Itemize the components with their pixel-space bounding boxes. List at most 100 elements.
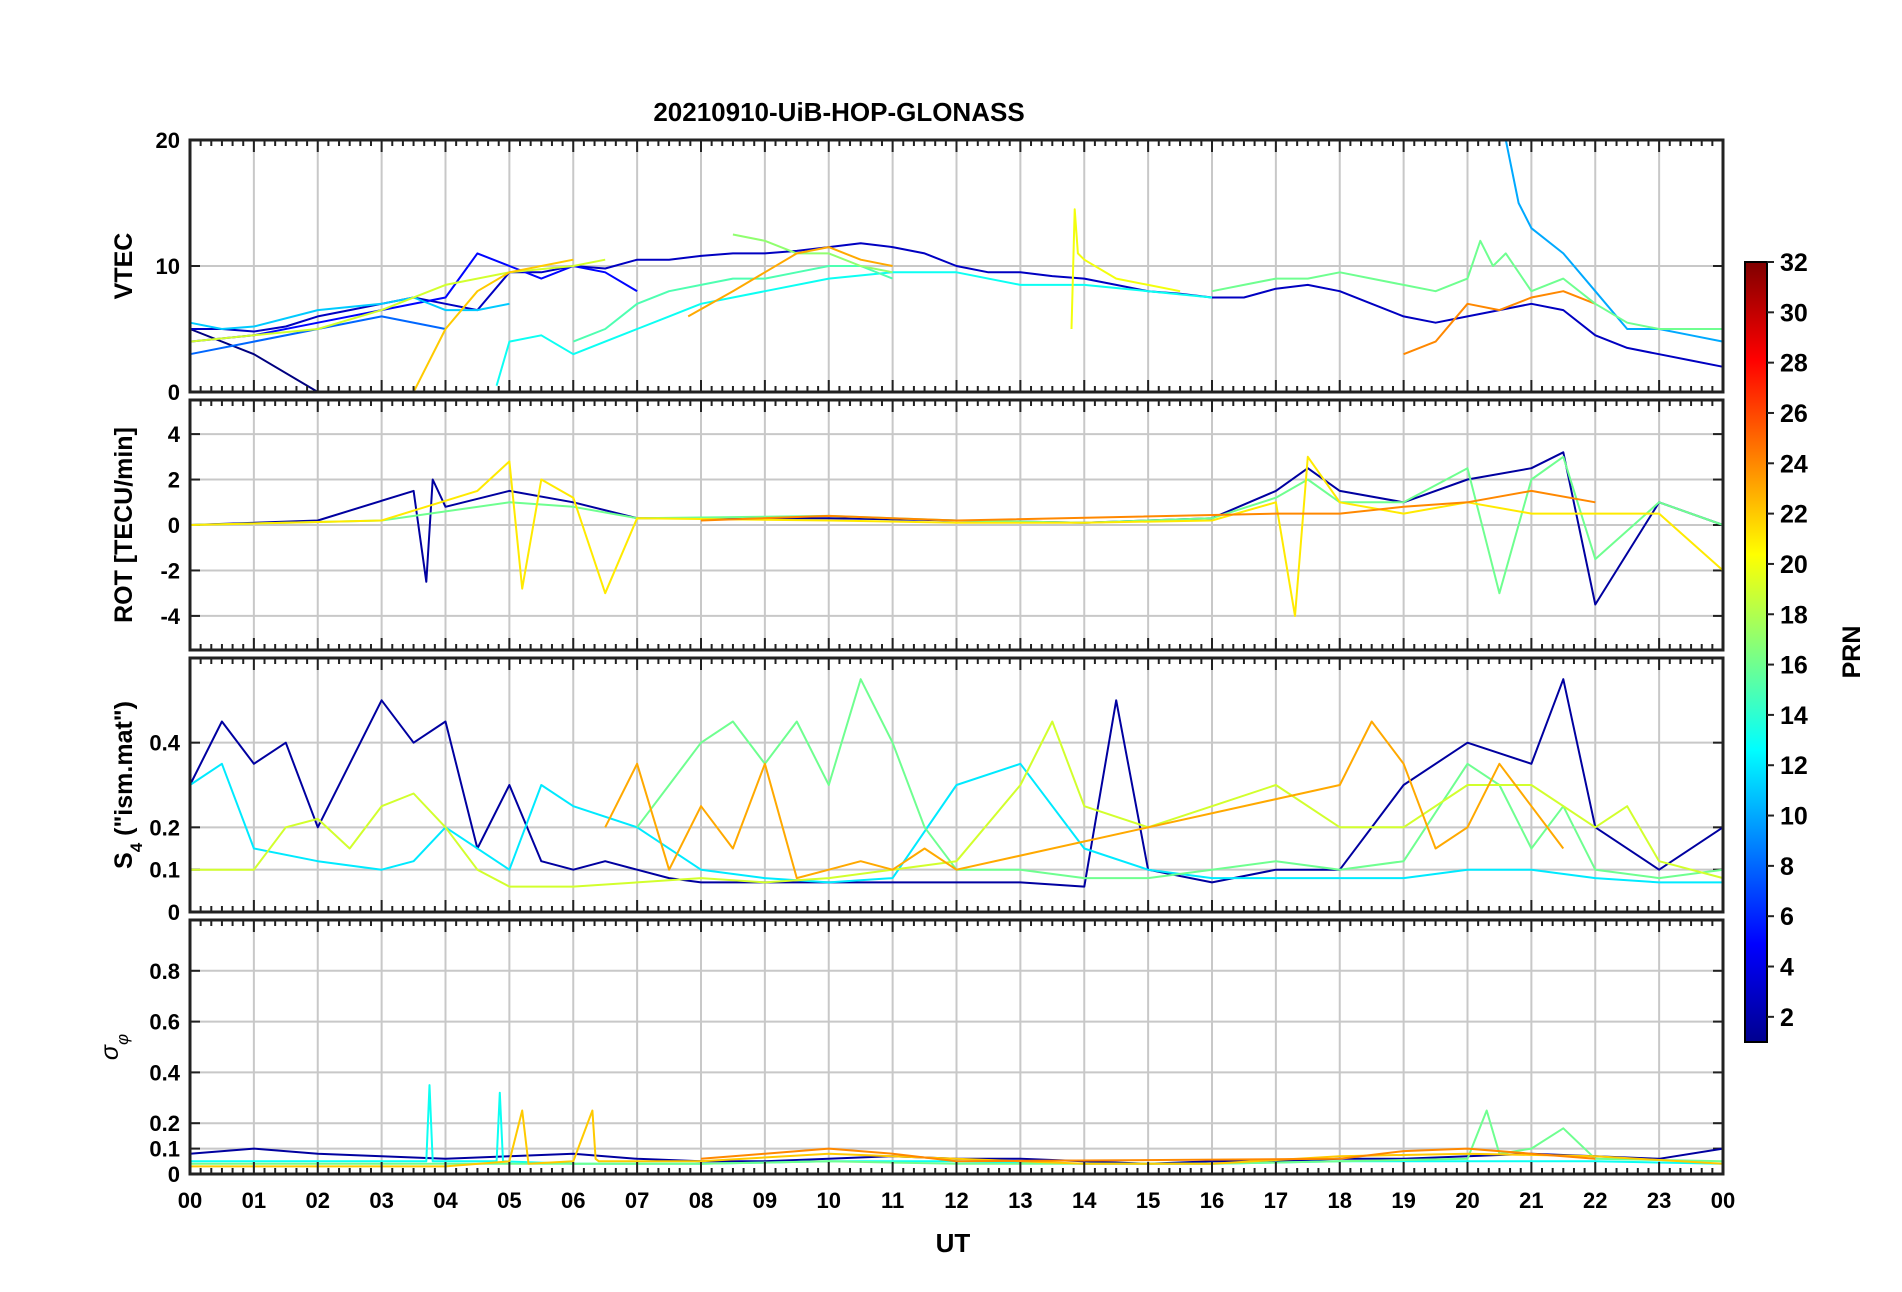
- colorbar-tick-label: 14: [1780, 702, 1808, 730]
- y-tick-label: 0: [168, 513, 180, 538]
- x-tick-label: 06: [561, 1188, 585, 1213]
- panel-s4-y-ticks: 0 0.1 0.2 0.4: [149, 731, 1723, 925]
- x-tick-label: 07: [625, 1188, 649, 1213]
- y-tick-label: 20: [156, 128, 180, 153]
- series-line-prn-24: [700, 489, 1596, 522]
- y-label-subscript: 4: [127, 842, 146, 852]
- panel-sigma_phi-series: [189, 1084, 1724, 1168]
- panel-rot-series: [189, 451, 1724, 617]
- y-tick-label: 0: [168, 900, 180, 925]
- series-line-prn-17: [732, 233, 893, 274]
- y-tick-label: 0.8: [149, 959, 180, 984]
- x-tick-labels: 00 01 02 03 04 05 06 07 08 09 10 11 12 13 14 15 16 17 18 19…: [178, 1188, 1735, 1213]
- x-tick-label: 11: [881, 1188, 904, 1213]
- series-line-prn-22: [412, 258, 574, 393]
- series-line-prn-16: [189, 455, 1724, 595]
- x-tick-label: 18: [1328, 1188, 1352, 1213]
- panel-sigma_phi-y-ticks: 00.10.2 0.4 0.6 0.8: [149, 959, 1723, 1187]
- x-tick-label: 14: [1072, 1188, 1097, 1213]
- series-line-prn-20: [1070, 208, 1181, 330]
- panel-vtec: 0 10 20 VTEC: [110, 128, 1725, 405]
- x-tick-label: 22: [1583, 1188, 1607, 1213]
- x-tick-label: 20: [1455, 1188, 1479, 1213]
- y-tick-label: 0: [168, 1162, 180, 1187]
- panel-sigma_phi-y-label: σφ: [96, 1034, 132, 1060]
- series-line-prn-12: [189, 762, 1723, 884]
- x-tick-label: 00: [178, 1188, 202, 1213]
- x-tick-label: 10: [817, 1188, 841, 1213]
- colorbar-tick-label: 16: [1780, 652, 1808, 680]
- series-line-prn-13: [495, 271, 1213, 386]
- x-tick-label: 01: [242, 1188, 266, 1213]
- x-tick-label: 15: [1136, 1188, 1160, 1213]
- series-line-prn-22: [190, 1109, 1724, 1168]
- x-tick-label: 12: [944, 1188, 968, 1213]
- x-tick-label: 05: [497, 1188, 521, 1213]
- colorbar-tick-label: 22: [1780, 501, 1808, 529]
- panel-rot-grid: [190, 400, 1723, 650]
- colorbar-tick-label: 10: [1780, 803, 1808, 831]
- y-label-rest: ("ism.mat"): [110, 701, 138, 843]
- x-tick-label: 08: [689, 1188, 713, 1213]
- panel-rot-frame: [188, 398, 1725, 652]
- y-tick-label: 0.2: [149, 815, 180, 840]
- series-line-prn-3: [190, 242, 1724, 368]
- y-tick-label: -4: [160, 604, 180, 629]
- panel-s4: 00.10.20.4S4 ("ism.mat"): [110, 656, 1725, 925]
- series-line-prn-23: [604, 720, 1565, 880]
- y-label-subscript: φ: [113, 1034, 132, 1045]
- x-tick-label: 00: [1711, 1188, 1735, 1213]
- y-tick-label: 0.4: [149, 731, 180, 756]
- y-label-main: σ: [96, 1044, 124, 1060]
- colorbar-tick-label: 8: [1780, 853, 1794, 881]
- colorbar-label: PRN: [1838, 626, 1866, 679]
- series-line-prn-16: [1211, 239, 1723, 330]
- y-tick-label: 10: [156, 254, 180, 279]
- colorbar-tick-label: 20: [1780, 551, 1808, 579]
- y-tick-label: 2: [168, 468, 180, 493]
- colorbar-tick-label: 24: [1780, 450, 1808, 478]
- panel-vtec-frame: [188, 138, 1725, 394]
- panel-vtec-series: [189, 139, 1724, 393]
- panel-s4-y-label: S4 ("ism.mat"): [110, 701, 146, 869]
- series-line-prn-19: [189, 258, 606, 343]
- panel-rot-y-label: ROT [TECU/min]: [110, 427, 138, 623]
- series-line-prn-24: [1403, 290, 1596, 356]
- y-label-main: S: [110, 852, 138, 869]
- x-tick-label: 03: [369, 1188, 393, 1213]
- panel-s4-series: [189, 678, 1724, 888]
- y-tick-label: 0.6: [149, 1010, 180, 1035]
- colorbar-tick-label: 26: [1780, 400, 1808, 428]
- x-tick-label: 21: [1519, 1188, 1543, 1213]
- series-line-prn-21: [189, 455, 1724, 617]
- x-tick-label: 19: [1391, 1188, 1415, 1213]
- colorbar-tick-label: 12: [1780, 752, 1808, 780]
- colorbar-tick-label: 4: [1780, 954, 1794, 982]
- y-tick-label: 0.4: [149, 1060, 180, 1085]
- panel-sigma_phi-frame: [188, 918, 1725, 1176]
- series-line-prn-5: [189, 252, 638, 343]
- colorbar-tick-label: 6: [1780, 903, 1794, 931]
- x-tick-label: 16: [1200, 1188, 1224, 1213]
- y-tick-label: 0.2: [149, 1111, 180, 1136]
- chart-title: 20210910-UiB-HOP-GLONASS: [653, 97, 1024, 127]
- colorbar-tick-label: 32: [1780, 249, 1808, 277]
- y-tick-label: 4: [168, 422, 181, 447]
- panel-vtec-y-label: VTEC: [110, 233, 138, 300]
- panel-s4-frame: [188, 656, 1725, 914]
- y-tick-label: 0.1: [149, 858, 180, 883]
- panel-rot: -4 -2 0 2 4 ROT [TECU/min]: [110, 398, 1725, 652]
- series-line-prn-24: [700, 1147, 1596, 1163]
- panel-sigma_phi: 00.10.2 0.4 0.6 0.8 σφ: [96, 918, 1725, 1187]
- series-line-prn-11: [189, 296, 510, 330]
- x-tick-label: 04: [433, 1188, 458, 1213]
- series-line-prn-15: [572, 265, 893, 343]
- series-line-prn-23: [687, 246, 893, 318]
- y-tick-label: 0.1: [149, 1137, 180, 1162]
- colorbar-tick-label: 2: [1780, 1004, 1794, 1032]
- colorbar-tick-label: 18: [1780, 601, 1808, 629]
